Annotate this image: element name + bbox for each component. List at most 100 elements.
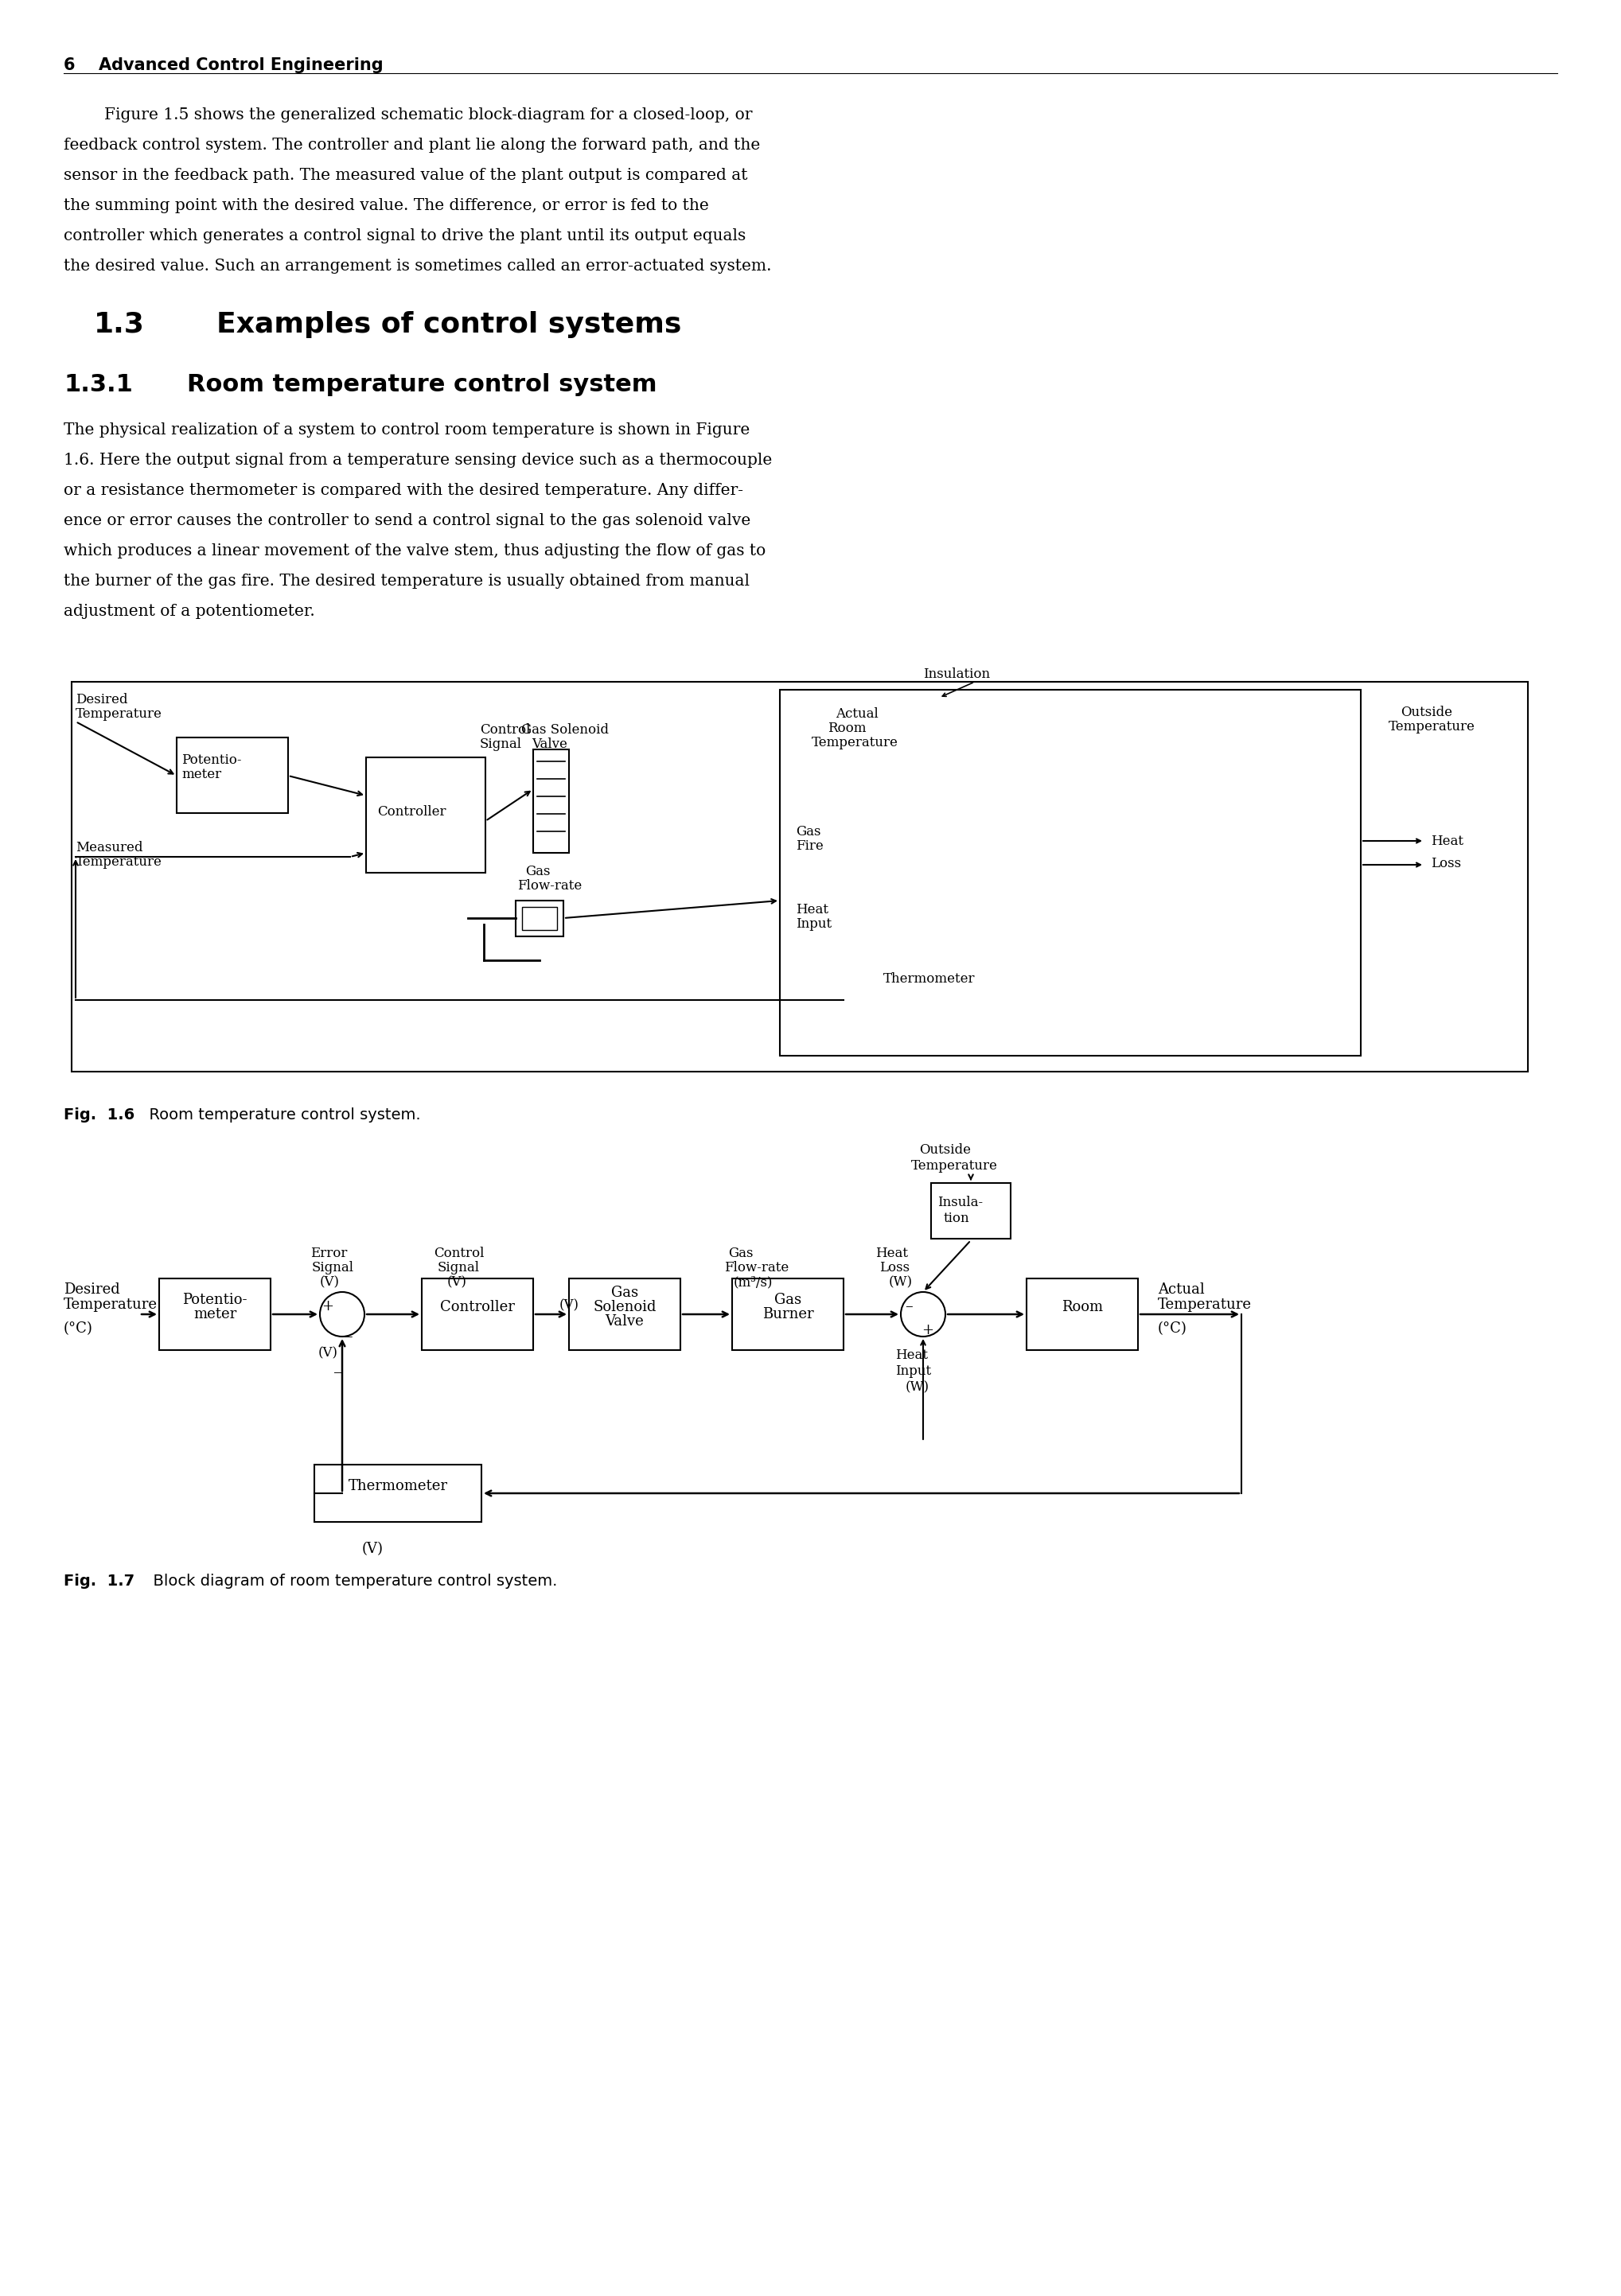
Text: Desired: Desired	[76, 693, 128, 707]
Text: feedback control system. The controller and plant lie along the forward path, an: feedback control system. The controller …	[63, 138, 760, 154]
Bar	[1026, 1279, 1138, 1350]
Text: Actual: Actual	[835, 707, 879, 721]
Text: Temperature: Temperature	[76, 854, 162, 868]
Text: Room: Room	[828, 721, 866, 735]
Text: Room temperature control system.: Room temperature control system.	[139, 1107, 421, 1123]
Text: or a resistance thermometer is compared with the desired temperature. Any differ: or a resistance thermometer is compared …	[63, 482, 744, 498]
Bar	[930, 1182, 1010, 1240]
Text: Gas: Gas	[525, 866, 550, 879]
Text: _: _	[334, 1359, 342, 1373]
Bar	[366, 758, 485, 872]
Text: Controller: Controller	[441, 1300, 515, 1313]
Text: Controller: Controller	[378, 806, 446, 820]
Text: Fig.  1.6: Fig. 1.6	[63, 1107, 135, 1123]
Bar	[515, 900, 564, 937]
Bar	[522, 907, 558, 930]
Text: Flow-rate: Flow-rate	[517, 879, 582, 893]
Text: Room temperature control system: Room temperature control system	[186, 374, 657, 397]
Text: Temperature: Temperature	[911, 1159, 999, 1173]
Bar	[569, 1279, 681, 1350]
Text: Fire: Fire	[796, 840, 823, 852]
Text: the burner of the gas fire. The desired temperature is usually obtained from man: the burner of the gas fire. The desired …	[63, 574, 749, 588]
Text: adjustment of a potentiometer.: adjustment of a potentiometer.	[63, 604, 314, 620]
Text: Error: Error	[310, 1247, 347, 1261]
Text: Loss: Loss	[1431, 856, 1461, 870]
Bar	[780, 689, 1360, 1056]
Text: meter: meter	[182, 767, 222, 781]
Text: Examples of control systems: Examples of control systems	[217, 310, 681, 338]
Text: Insula-: Insula-	[937, 1196, 982, 1210]
Text: Heat: Heat	[875, 1247, 908, 1261]
Bar	[71, 682, 1529, 1072]
Text: meter: meter	[193, 1306, 237, 1322]
Text: Thermometer: Thermometer	[883, 971, 976, 985]
Text: Potentio-: Potentio-	[182, 753, 242, 767]
Text: Gas Solenoid: Gas Solenoid	[522, 723, 609, 737]
Text: Outside: Outside	[1401, 705, 1452, 719]
Text: ence or error causes the controller to send a control signal to the gas solenoid: ence or error causes the controller to s…	[63, 512, 751, 528]
Text: Temperature: Temperature	[63, 1297, 157, 1311]
Text: sensor in the feedback path. The measured value of the plant output is compared : sensor in the feedback path. The measure…	[63, 168, 747, 184]
Text: which produces a linear movement of the valve stem, thus adjusting the flow of g: which produces a linear movement of the …	[63, 544, 765, 558]
Text: Input: Input	[895, 1364, 930, 1378]
Text: Gas: Gas	[775, 1293, 801, 1306]
Text: (W): (W)	[906, 1380, 929, 1394]
Text: Gas: Gas	[611, 1286, 639, 1300]
Text: (°C): (°C)	[1157, 1322, 1187, 1336]
Text: Control: Control	[434, 1247, 485, 1261]
Text: (°C): (°C)	[63, 1322, 92, 1336]
Text: Potentio-: Potentio-	[183, 1293, 248, 1306]
Text: Temperature: Temperature	[1389, 721, 1475, 732]
Text: (V): (V)	[361, 1543, 384, 1557]
Text: (m³/s): (m³/s)	[734, 1274, 773, 1288]
Bar	[421, 1279, 533, 1350]
Text: controller which generates a control signal to drive the plant until its output : controller which generates a control sig…	[63, 227, 746, 243]
Text: tion: tion	[943, 1212, 969, 1226]
Text: 6: 6	[63, 57, 75, 73]
Text: Valve: Valve	[532, 737, 567, 751]
Text: Temperature: Temperature	[76, 707, 162, 721]
Text: Heat: Heat	[1431, 833, 1464, 847]
Text: Heat: Heat	[895, 1348, 927, 1362]
Text: Insulation: Insulation	[922, 668, 990, 682]
Text: Signal: Signal	[480, 737, 522, 751]
Text: Control: Control	[480, 723, 530, 737]
Text: Solenoid: Solenoid	[593, 1300, 657, 1313]
Text: _: _	[345, 1322, 352, 1336]
Text: Valve: Valve	[605, 1313, 644, 1329]
Text: The physical realization of a system to control room temperature is shown in Fig: The physical realization of a system to …	[63, 422, 751, 439]
Text: Gas: Gas	[728, 1247, 754, 1261]
Text: +: +	[922, 1322, 934, 1336]
Text: Desired: Desired	[63, 1283, 120, 1297]
Text: Flow-rate: Flow-rate	[725, 1261, 789, 1274]
Text: Loss: Loss	[879, 1261, 909, 1274]
Text: Measured: Measured	[76, 840, 143, 854]
Text: (V): (V)	[319, 1274, 340, 1288]
Text: Input: Input	[796, 918, 832, 930]
Text: –: –	[905, 1300, 913, 1313]
Text: Figure 1.5 shows the generalized schematic block-diagram for a closed-loop, or: Figure 1.5 shows the generalized schemat…	[63, 108, 752, 122]
Bar	[733, 1279, 843, 1350]
Text: Burner: Burner	[762, 1306, 814, 1322]
Bar	[159, 1279, 271, 1350]
Text: Room: Room	[1062, 1300, 1102, 1313]
Bar	[533, 748, 569, 852]
Text: Signal: Signal	[311, 1261, 353, 1274]
Text: Heat: Heat	[796, 902, 828, 916]
Text: Actual: Actual	[1157, 1283, 1204, 1297]
Text: +: +	[323, 1300, 334, 1313]
Text: Block diagram of room temperature control system.: Block diagram of room temperature contro…	[143, 1573, 558, 1589]
Text: the summing point with the desired value. The difference, or error is fed to the: the summing point with the desired value…	[63, 197, 708, 214]
Text: the desired value. Such an arrangement is sometimes called an error-actuated sys: the desired value. Such an arrangement i…	[63, 259, 772, 273]
Text: Signal: Signal	[438, 1261, 480, 1274]
Text: 1.3.1: 1.3.1	[63, 374, 133, 397]
Text: Temperature: Temperature	[812, 737, 898, 748]
Bar	[314, 1465, 481, 1522]
Text: Gas: Gas	[796, 824, 820, 838]
Text: (V): (V)	[318, 1345, 339, 1359]
Bar	[177, 737, 289, 813]
Text: 1.3: 1.3	[94, 310, 144, 338]
Text: Advanced Control Engineering: Advanced Control Engineering	[99, 57, 383, 73]
Text: Fig.  1.7: Fig. 1.7	[63, 1573, 135, 1589]
Text: (V): (V)	[559, 1297, 579, 1311]
